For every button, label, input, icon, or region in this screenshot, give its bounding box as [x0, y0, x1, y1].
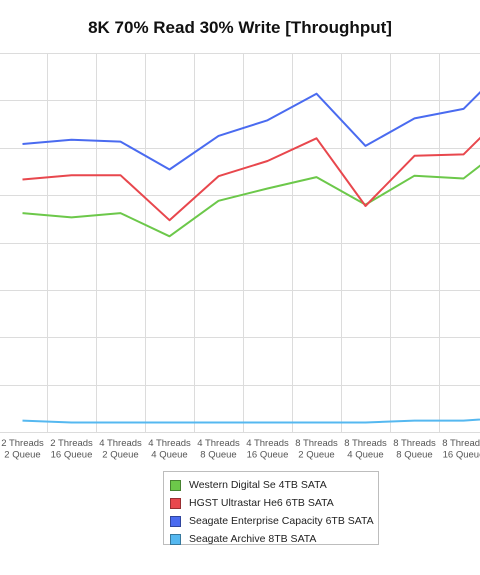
- x-tick-label: 4 Threads 4 Queue: [148, 438, 191, 461]
- chart-title: 8K 70% Read 30% Write [Throughput]: [88, 18, 392, 37]
- legend-label: Seagate Enterprise Capacity 6TB SATA: [189, 515, 374, 527]
- tick-label-layer: 2 Threads 2 Queue 2 Threads 16 Queue 4 Threa…: [1, 438, 480, 461]
- x-tick-label: 8 Threads 8 Queue: [393, 438, 436, 461]
- legend-item: Western Digital Se 4TB SATA: [170, 476, 378, 494]
- series-line-2: [22, 91, 480, 171]
- legend-item: HGST Ultrastar He6 6TB SATA: [170, 494, 378, 512]
- series-line-1: [22, 136, 480, 222]
- legend: Western Digital Se 4TB SATA HGST Ultrasta…: [163, 471, 379, 545]
- x-tick-label: 8 Threads 4 Queue: [344, 438, 387, 461]
- legend-item: Seagate Archive 8TB SATA: [170, 530, 378, 548]
- x-tick-label: 4 Threads 16 Queue: [246, 438, 289, 461]
- x-tick-label: 8 Threads 2 Queue: [295, 438, 338, 461]
- series-line-3: [22, 418, 480, 424]
- x-tick-label: 2 Threads 2 Queue: [1, 438, 44, 461]
- x-tick-label: 4 Threads 8 Queue: [197, 438, 240, 461]
- legend-label: HGST Ultrastar He6 6TB SATA: [189, 497, 334, 509]
- legend-swatch: [170, 533, 181, 545]
- legend-swatch: [170, 515, 181, 527]
- legend-item: Seagate Enterprise Capacity 6TB SATA: [170, 512, 378, 530]
- series-line-0: [22, 164, 480, 238]
- legend-label: Seagate Archive 8TB SATA: [189, 533, 317, 545]
- grid-layer: [0, 53, 480, 433]
- legend-swatch: [170, 497, 181, 509]
- series-layer: [22, 91, 480, 424]
- legend-swatch: [170, 479, 181, 491]
- legend-label: Western Digital Se 4TB SATA: [189, 479, 327, 491]
- x-tick-label: 4 Threads 2 Queue: [99, 438, 142, 461]
- x-tick-label: 2 Threads 16 Queue: [50, 438, 93, 461]
